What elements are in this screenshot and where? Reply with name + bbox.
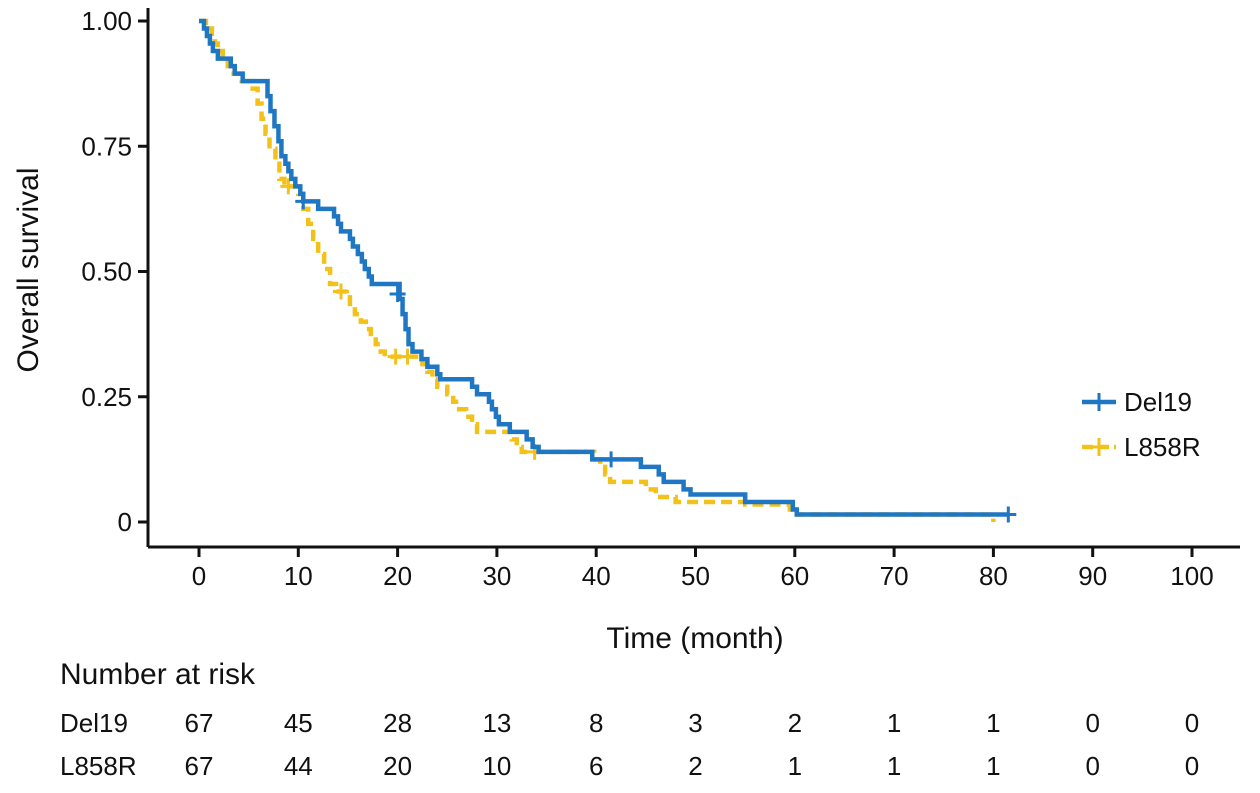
censor-mark-del19 [389,286,406,303]
risk-value: 1 [986,751,1000,781]
plot-area: 0 0.25 0.50 0.75 1.00 0 10 20 30 40 50 60 70 80 90 100 [81,6,1240,591]
risk-value: 13 [482,708,511,738]
risk-table-title: Number at risk [60,658,256,691]
risk-table: Number at risk Del19 67 45 28 13 8 3 2 1 1 0 0L858R… [60,658,1199,781]
risk-value: 1 [887,751,901,781]
risk-value: 8 [589,708,603,738]
risk-value: 0 [1085,751,1099,781]
y-tick-label: 0.25 [81,382,132,412]
risk-value: 10 [482,751,511,781]
y-axis-title: Overall survival [12,167,45,372]
risk-value: 67 [185,751,214,781]
series-line-del19 [199,18,1009,517]
legend: Del19 L858R [1082,387,1201,462]
censor-mark-del19 [603,451,620,468]
x-tick-label: 80 [979,561,1008,591]
risk-value: 44 [284,751,313,781]
y-tick-label: 0.50 [81,257,132,287]
risk-value: 3 [688,708,702,738]
x-tick-label: 100 [1170,561,1213,591]
legend-label-l858r: L858R [1124,432,1201,462]
x-axis-title: Time (month) [606,622,783,655]
x-ticks: 0 10 20 30 40 50 60 70 80 90 100 [192,547,1214,591]
censor-mark-del19 [295,193,312,210]
risk-value: 0 [1185,708,1199,738]
legend-censor-l858r [1091,438,1107,456]
risk-value: 2 [788,708,802,738]
risk-row-label: Del19 [60,708,128,738]
y-tick-label: 0 [118,507,132,537]
risk-value: 2 [688,751,702,781]
risk-value: 1 [788,751,802,781]
risk-value: 0 [1085,708,1099,738]
legend-label-del19: Del19 [1124,387,1192,417]
risk-value: 0 [1185,751,1199,781]
risk-value: 1 [887,708,901,738]
risk-row-label: L858R [60,751,137,781]
y-tick-label: 1.00 [81,6,132,36]
x-tick-label: 40 [582,561,611,591]
x-tick-label: 60 [780,561,809,591]
x-tick-label: 0 [192,561,206,591]
legend-censor-del19 [1091,393,1107,411]
series-layer [199,18,1017,523]
risk-value: 6 [589,751,603,781]
x-tick-label: 30 [482,561,511,591]
x-tick-label: 90 [1078,561,1107,591]
risk-value: 45 [284,708,313,738]
risk-value: 67 [185,708,214,738]
censor-mark-l858r [399,348,416,365]
risk-value: 28 [383,708,412,738]
y-ticks: 0 0.25 0.50 0.75 1.00 [81,6,148,537]
risk-value: 20 [383,751,412,781]
risk-value: 1 [986,708,1000,738]
x-tick-label: 20 [383,561,412,591]
x-tick-label: 70 [880,561,909,591]
censor-mark-del19 [1000,506,1017,523]
series-line-l858r [199,18,996,522]
x-tick-label: 10 [284,561,313,591]
x-tick-label: 50 [681,561,710,591]
y-tick-label: 0.75 [81,131,132,161]
censor-mark-l858r [332,283,349,300]
